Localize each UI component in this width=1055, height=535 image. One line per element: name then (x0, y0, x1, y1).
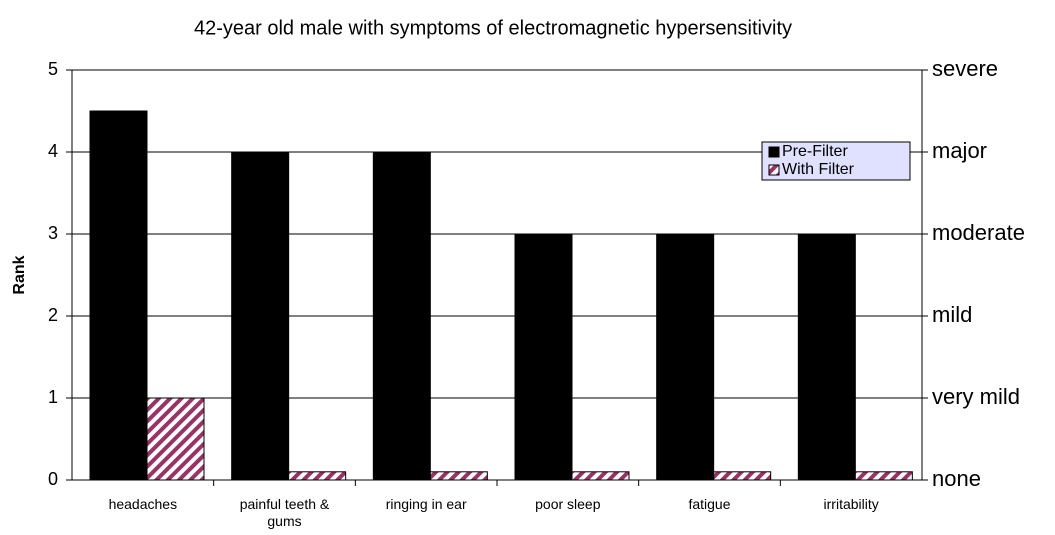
legend-label: With Filter (782, 161, 855, 178)
y-tick-label: 4 (48, 141, 58, 161)
bar (288, 471, 347, 481)
y-tick-label: 3 (48, 223, 58, 243)
bar (571, 471, 630, 481)
y2-tick-label: major (932, 138, 987, 163)
y-tick-label: 1 (48, 387, 58, 407)
y2-tick-label: mild (932, 302, 972, 327)
x-tick-label: painful teeth & gums (239, 496, 330, 529)
y-tick-label: 0 (48, 469, 58, 489)
x-tick-label: headaches (108, 496, 178, 512)
bar (429, 471, 488, 481)
plot-area (71, 69, 923, 481)
bar (372, 151, 431, 481)
x-tick-label: fatigue (688, 496, 731, 512)
legend-box (761, 141, 911, 181)
legend-label: Pre-Filter (782, 143, 848, 160)
x-tick-label: ringing in ear (385, 496, 467, 512)
bar (146, 397, 205, 481)
bar (231, 151, 290, 481)
y2-tick-label: none (932, 466, 981, 491)
legend-swatch (768, 164, 780, 176)
y-axis-label: Rank (11, 255, 28, 294)
bar (89, 110, 148, 481)
y2-tick-label: moderate (932, 220, 1025, 245)
bar (854, 471, 913, 481)
chart-title: 42-year old male with symptoms of electr… (194, 17, 792, 39)
y-tick-label: 5 (48, 59, 58, 79)
x-tick-label: poor sleep (535, 496, 601, 512)
bar (656, 233, 715, 481)
y2-tick-label: severe (932, 56, 998, 81)
legend-swatch (768, 146, 780, 158)
bar (713, 471, 772, 481)
y-tick-label: 2 (48, 305, 58, 325)
bar (514, 233, 573, 481)
x-tick-label: irritability (823, 496, 879, 512)
bar (797, 233, 856, 481)
y2-tick-label: very mild (932, 384, 1020, 409)
